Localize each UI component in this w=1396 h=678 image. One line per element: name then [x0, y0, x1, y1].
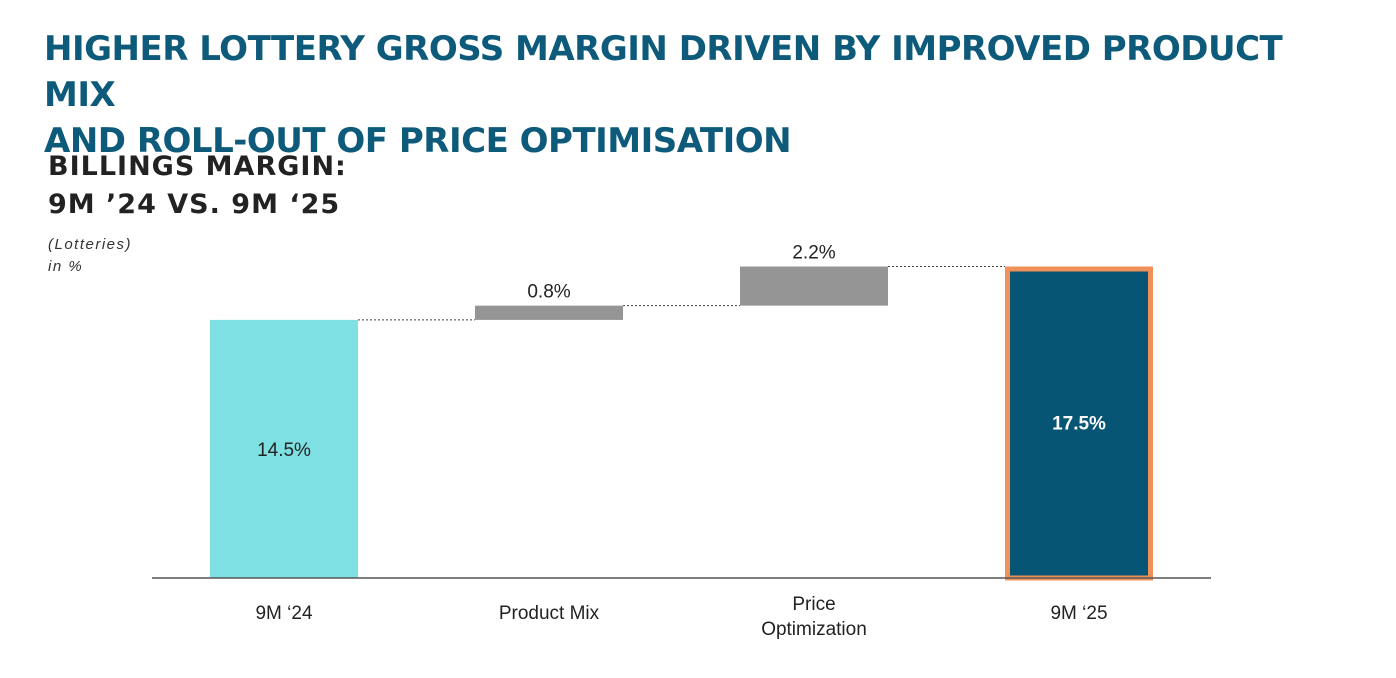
x-tick-label-2: Product Mix [499, 603, 600, 624]
data-label-2: 0.8% [527, 282, 570, 303]
chart-title-line-2: 9M ’24 VS. 9M ‘25 [48, 189, 341, 220]
data-label-1: 14.5% [257, 440, 311, 461]
x-tick-label-1-line-1: 9M ‘24 [255, 603, 312, 624]
bar-4 [1005, 266, 1153, 581]
x-tick-label-4: 9M ‘25 [1050, 603, 1107, 624]
x-tick-label-3-line-1: Price [792, 594, 835, 615]
chart-title: BILLINGS MARGIN: 9M ’24 VS. 9M ‘25 [48, 148, 347, 224]
x-tick-label-4-line-1: 9M ‘25 [1050, 603, 1107, 624]
x-tick-label-2-line-1: Product Mix [499, 603, 600, 624]
page-headline: HIGHER LOTTERY GROSS MARGIN DRIVEN BY IM… [44, 26, 1364, 164]
unit-note: (Lotteries) in % [48, 234, 132, 278]
data-label-4: 17.5% [1052, 413, 1106, 434]
chart-title-line-1: BILLINGS MARGIN: [48, 151, 347, 182]
bar-3 [740, 266, 888, 306]
unit-note-line-1: (Lotteries) [48, 236, 133, 253]
unit-note-line-2: in % [48, 258, 84, 275]
x-tick-label-3-line-2: Optimization [761, 619, 867, 640]
bar-1 [210, 319, 358, 578]
x-tick-label-1: 9M ‘24 [255, 603, 312, 624]
x-tick-label-3: Price Optimization [761, 594, 867, 640]
bar-2 [475, 305, 623, 320]
headline-line-2: AND ROLL-OUT OF PRICE OPTIMISATION [44, 121, 792, 161]
data-label-3: 2.2% [792, 243, 835, 264]
headline-line-1: HIGHER LOTTERY GROSS MARGIN DRIVEN BY IM… [44, 29, 1283, 115]
